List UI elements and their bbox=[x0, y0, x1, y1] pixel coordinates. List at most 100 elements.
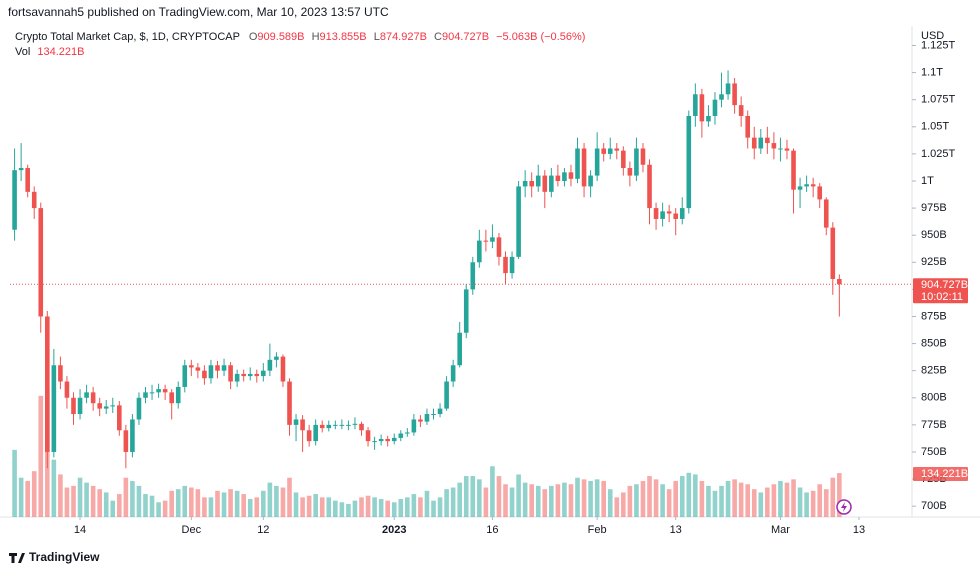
candle-body bbox=[483, 240, 489, 242]
candle-body bbox=[64, 381, 70, 398]
candle-body bbox=[215, 365, 220, 371]
volume-bar bbox=[378, 498, 384, 517]
volume-bar bbox=[241, 494, 246, 517]
candle-body bbox=[830, 227, 836, 279]
candle-body bbox=[156, 389, 161, 393]
candle-body bbox=[378, 438, 384, 442]
volume-bar bbox=[621, 492, 626, 517]
candle-body bbox=[38, 208, 44, 317]
x-tick-label: 12 bbox=[257, 524, 269, 536]
countdown: 10:02:11 bbox=[921, 291, 963, 303]
volume-bar bbox=[535, 485, 541, 517]
candle-body bbox=[457, 332, 462, 366]
y-tick-label: 1T bbox=[921, 175, 934, 187]
chart-title: Crypto Total Market Cap, $, 1D, CRYPTOCA… bbox=[15, 31, 240, 43]
volume-tag bbox=[913, 467, 968, 482]
volume-bar bbox=[162, 500, 168, 517]
candle-body bbox=[810, 184, 816, 187]
y-tick-label: 1.05T bbox=[921, 121, 949, 133]
candle-body bbox=[293, 419, 299, 425]
candle-body bbox=[306, 430, 312, 442]
candle-body bbox=[594, 148, 600, 176]
volume-bar bbox=[103, 492, 109, 517]
candle-body bbox=[136, 397, 142, 420]
volume-bar bbox=[372, 497, 377, 517]
volume-legend: Vol 134.221B bbox=[15, 46, 84, 58]
candle-body bbox=[411, 419, 417, 433]
volume-bar bbox=[156, 502, 161, 517]
volume-bar bbox=[450, 487, 456, 517]
candle-body bbox=[71, 397, 76, 415]
candle-body bbox=[516, 186, 521, 257]
volume-bar bbox=[97, 489, 102, 517]
candle-body bbox=[503, 256, 508, 274]
candle-body bbox=[221, 365, 227, 371]
volume-bar bbox=[326, 497, 332, 517]
candle-body bbox=[12, 170, 17, 230]
volume-bar bbox=[522, 482, 528, 517]
volume-bar bbox=[110, 500, 116, 517]
volume-bar bbox=[169, 490, 174, 517]
volume-bar bbox=[31, 471, 37, 517]
volume-bar bbox=[699, 480, 705, 517]
candle-body bbox=[58, 365, 63, 382]
candle-body bbox=[640, 148, 646, 165]
volume-bar bbox=[123, 477, 129, 517]
candle-body bbox=[444, 381, 449, 409]
y-tick-label: 950B bbox=[921, 229, 947, 241]
volume-bar bbox=[424, 490, 430, 517]
volume-bar bbox=[117, 494, 122, 517]
volume-bar bbox=[581, 479, 587, 517]
volume-bar bbox=[149, 495, 155, 517]
candle-body bbox=[751, 137, 757, 149]
volume-bar bbox=[136, 485, 142, 517]
volume-bar bbox=[771, 484, 777, 517]
volume-bar bbox=[483, 487, 489, 517]
legend-change: −5.063B (−0.56%) bbox=[496, 31, 585, 43]
volume-bar bbox=[549, 485, 554, 517]
candle-body bbox=[398, 433, 404, 438]
volume-bar bbox=[365, 495, 371, 517]
y-tick-label: 700B bbox=[921, 500, 947, 512]
candle-body bbox=[208, 365, 214, 379]
volume-bar bbox=[228, 489, 233, 517]
candle-body bbox=[719, 94, 724, 100]
volume-bar bbox=[77, 477, 83, 517]
x-tick-label: Feb bbox=[588, 524, 607, 536]
volume-bar bbox=[575, 477, 580, 517]
volume-bar bbox=[189, 487, 194, 517]
volume-bar bbox=[568, 484, 574, 517]
candle-body bbox=[359, 423, 364, 431]
y-tick-label: 1.025T bbox=[921, 148, 956, 160]
volume-bar bbox=[588, 480, 593, 517]
volume-bar bbox=[143, 494, 148, 517]
volume-bar bbox=[437, 497, 443, 517]
volume-bar bbox=[333, 500, 338, 517]
candle-body bbox=[437, 408, 443, 415]
candle-body bbox=[313, 424, 318, 442]
x-tick-label: Mar bbox=[771, 524, 790, 536]
volume-bar bbox=[765, 487, 770, 517]
legend-line: Crypto Total Market Cap, $, 1D, CRYPTOCA… bbox=[15, 31, 585, 43]
candle-body bbox=[601, 148, 606, 154]
volume-bar bbox=[398, 498, 404, 517]
price-tag bbox=[913, 278, 968, 304]
candle-body bbox=[509, 256, 515, 274]
candle-body bbox=[817, 186, 823, 200]
legend-value: 913.855B bbox=[320, 31, 367, 43]
y-tick-label: 1.125T bbox=[921, 39, 956, 51]
candle-body bbox=[522, 180, 528, 187]
candle-body bbox=[202, 370, 207, 379]
candle-body bbox=[627, 167, 633, 176]
legend-label: C bbox=[434, 31, 442, 43]
volume-bar bbox=[38, 395, 44, 517]
volume-tag-label: 134.221B bbox=[921, 468, 968, 480]
candle-body bbox=[110, 405, 116, 407]
candle-body bbox=[463, 289, 469, 333]
volume-bar bbox=[84, 482, 89, 517]
volume-bar bbox=[175, 489, 181, 517]
candle-body bbox=[797, 186, 803, 190]
volume-bar bbox=[215, 490, 220, 517]
volume-bar bbox=[293, 492, 299, 517]
volume-bar bbox=[797, 487, 803, 517]
